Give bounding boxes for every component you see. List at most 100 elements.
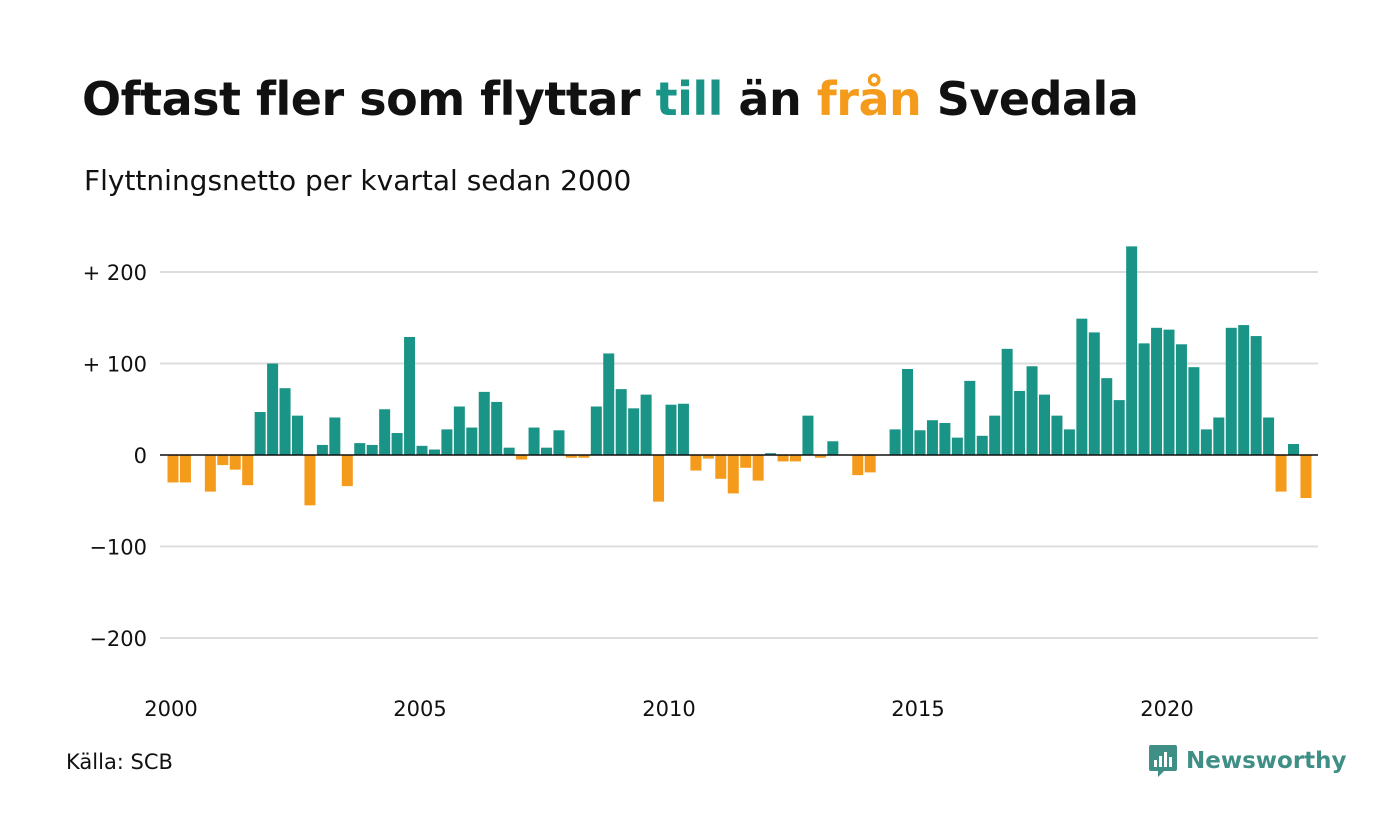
bar <box>690 455 702 471</box>
bar <box>727 455 739 494</box>
bar <box>864 455 876 473</box>
bar <box>1250 336 1262 455</box>
bar <box>740 455 752 468</box>
bar <box>715 455 727 479</box>
bar <box>677 403 689 455</box>
bar <box>416 445 428 455</box>
bar <box>1001 348 1013 455</box>
bar <box>341 455 353 487</box>
bar <box>167 455 179 483</box>
bar <box>428 449 440 455</box>
bar <box>292 415 303 455</box>
bar <box>466 427 478 455</box>
bar <box>1026 366 1038 456</box>
bar <box>267 363 279 455</box>
bar <box>565 455 577 458</box>
bar <box>179 455 191 483</box>
bar <box>516 455 528 460</box>
bar <box>653 455 665 502</box>
bar <box>902 368 914 455</box>
bar <box>852 455 864 476</box>
title-part-start: Oftast fler som flyttar <box>82 72 656 126</box>
bar <box>379 409 391 455</box>
bar <box>1275 455 1287 492</box>
bar <box>628 408 640 455</box>
bar <box>1263 417 1275 456</box>
bar <box>503 447 515 455</box>
bar <box>1200 429 1212 455</box>
bar <box>578 455 590 458</box>
bar <box>491 401 503 455</box>
bar <box>316 444 328 456</box>
bar <box>702 455 714 459</box>
bar <box>814 455 826 458</box>
bar <box>404 336 416 455</box>
x-tick-label: 2005 <box>393 697 446 721</box>
bars-layer <box>167 246 1312 506</box>
title-part-end: Svedala <box>921 72 1139 126</box>
bar <box>1113 400 1125 455</box>
brand-name: Newsworthy <box>1186 748 1347 774</box>
bar <box>441 429 453 455</box>
y-tick-label: + 100 <box>83 353 147 377</box>
bar <box>640 394 652 455</box>
brand: Newsworthy <box>1148 744 1347 778</box>
x-tick-label: 2010 <box>642 697 695 721</box>
bar <box>254 412 266 456</box>
bar <box>1063 429 1075 455</box>
bar <box>1051 415 1063 455</box>
bar <box>1101 378 1113 455</box>
bar <box>366 444 378 456</box>
bar <box>939 422 951 455</box>
x-tick-label: 2015 <box>891 697 944 721</box>
bar <box>1238 325 1250 455</box>
bar <box>242 455 254 486</box>
bar <box>1175 344 1187 455</box>
bar <box>1213 417 1225 456</box>
bar <box>603 353 615 455</box>
bar <box>528 427 540 455</box>
bar <box>790 455 801 462</box>
bar <box>889 429 901 455</box>
bar <box>615 389 627 455</box>
bar <box>1188 367 1200 455</box>
x-axis-labels: 2000 2005 2010 2015 2020 <box>144 697 1193 721</box>
y-tick-label: + 200 <box>83 261 147 285</box>
bar <box>976 435 988 455</box>
bar <box>1151 327 1163 455</box>
bar <box>1300 455 1312 499</box>
title-part-middle: än <box>722 72 817 126</box>
bar <box>1088 332 1100 455</box>
bar <box>329 417 341 456</box>
chart-title: Oftast fler som flyttar till än från Sve… <box>82 72 1139 126</box>
bar <box>478 391 490 456</box>
bar <box>590 406 602 455</box>
bar <box>926 420 938 455</box>
bar <box>1138 343 1150 455</box>
y-tick-label: −200 <box>89 627 147 651</box>
x-tick-label: 2020 <box>1140 697 1193 721</box>
bar <box>1225 327 1237 455</box>
bar <box>989 415 1001 455</box>
bar <box>777 455 789 462</box>
bar <box>553 430 565 456</box>
grid-layer <box>160 271 1318 639</box>
bar <box>217 455 229 466</box>
bar <box>1163 329 1175 455</box>
bar <box>765 453 777 455</box>
y-axis-labels: + 200 + 100 0 −100 −200 <box>83 261 147 651</box>
bar <box>827 441 839 455</box>
bar <box>304 455 316 506</box>
x-tick-label: 2000 <box>144 697 197 721</box>
bar <box>204 455 216 492</box>
bar <box>914 430 926 456</box>
bar <box>354 443 366 455</box>
bar <box>802 415 814 455</box>
bar <box>1014 390 1026 455</box>
bar <box>1288 444 1299 455</box>
bar <box>665 404 677 456</box>
bar <box>279 388 291 455</box>
title-part-till: till <box>655 72 724 126</box>
bar-chart: + 200 + 100 0 −100 −200 2000 2005 2010 2015 2020 <box>83 246 1318 721</box>
newsworthy-logo-icon <box>1149 745 1177 777</box>
